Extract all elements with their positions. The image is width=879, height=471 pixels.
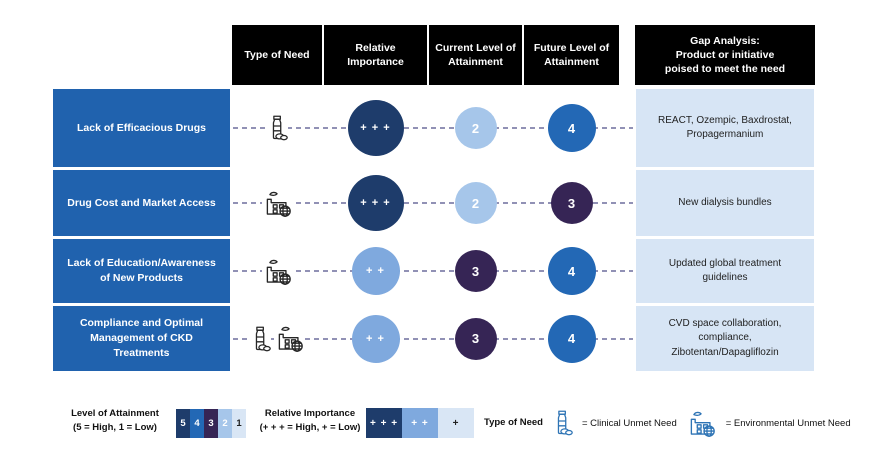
type-of-need-cell (232, 88, 322, 168)
relative-importance-circle: + + + (347, 175, 404, 231)
current-attainment-cell: 3 (429, 238, 522, 304)
row-need-label: Lack of Efficacious Drugs (52, 88, 231, 168)
column-header-current-attainment: Current Level of Attainment (429, 25, 522, 85)
importance-square-low: + (438, 408, 474, 438)
gap-analysis-cell: Updated global treatment guidelines (635, 238, 815, 304)
legend-attainment-label: Level of Attainment (5 = High, 1 = Low) (71, 408, 159, 433)
column-header-relative-importance: Relative Importance (324, 25, 427, 85)
legend-type-of-need: Type of Need = Clinical Unmet Need = Env… (484, 400, 851, 446)
relative-importance-cell: + + + (324, 169, 427, 237)
factory-globe-icon (266, 259, 291, 285)
header-label: Current Level of Attainment (435, 41, 516, 68)
current-attainment-circle: 3 (454, 317, 497, 360)
gap-analysis-cell: REACT, Ozempic, Baxdrostat, Propagermani… (635, 88, 815, 168)
scale-square-5: 5 (176, 409, 190, 438)
type-of-need-cell (232, 305, 322, 372)
row-connector-line (233, 127, 633, 129)
pill-bottle-icon (272, 115, 288, 141)
future-attainment-circle: 3 (550, 182, 593, 224)
relative-importance-circle: + + + (347, 100, 404, 156)
scale-square-1: 1 (232, 409, 246, 438)
relative-importance-cell: + + + (324, 88, 427, 168)
current-attainment-circle: 2 (454, 182, 497, 224)
current-attainment-circle: 3 (454, 250, 497, 292)
column-header-future-attainment: Future Level of Attainment (524, 25, 619, 85)
legend-importance-label: Relative Importance (+ + + = High, + = L… (259, 408, 361, 433)
current-attainment-circle: 2 (454, 107, 497, 149)
row-need-label: Compliance and Optimal Management of CKD… (52, 305, 231, 372)
factory-globe-icon (690, 411, 715, 437)
type-of-need-cell (232, 169, 322, 237)
row-need-label: Drug Cost and Market Access (52, 169, 231, 237)
scale-square-3: 3 (204, 409, 218, 438)
future-attainment-cell: 3 (524, 169, 619, 237)
relative-importance-circle: + + (351, 314, 400, 363)
legend-importance-scale: + + + + + + (366, 408, 474, 438)
relative-importance-circle: + + (351, 247, 400, 295)
scale-square-4: 4 (190, 409, 204, 438)
column-header-gap-analysis: Gap Analysis: Product or initiative pois… (635, 25, 815, 85)
future-attainment-circle: 4 (547, 314, 596, 363)
column-header-type-of-need: Type of Need (232, 25, 322, 85)
future-attainment-cell: 4 (524, 305, 619, 372)
type-of-need-cell (232, 238, 322, 304)
factory-globe-icon (278, 326, 303, 352)
future-attainment-circle: 4 (547, 104, 596, 152)
factory-globe-icon (266, 191, 291, 217)
current-attainment-cell: 3 (429, 305, 522, 372)
pill-bottle-icon (557, 410, 573, 436)
header-label: Relative Importance (347, 41, 404, 68)
header-label: Type of Need (244, 48, 310, 61)
row-connector-line (233, 337, 633, 340)
legend-attainment-scale: 5 4 3 2 1 (176, 409, 246, 438)
importance-square-high: + + + (366, 408, 402, 438)
table-row: Lack of Education/Awareness of New Produ… (0, 238, 879, 304)
current-attainment-cell: 2 (429, 169, 522, 237)
table-row: Compliance and Optimal Management of CKD… (0, 305, 879, 372)
future-attainment-circle: 4 (547, 247, 596, 295)
future-attainment-cell: 4 (524, 238, 619, 304)
header-label: Gap Analysis: Product or initiative pois… (664, 34, 786, 76)
gap-analysis-cell: CVD space collaboration, compliance, Zib… (635, 305, 815, 372)
table-row: Drug Cost and Market Access + + + 2 3 Ne… (0, 169, 879, 237)
gap-analysis-cell: New dialysis bundles (635, 169, 815, 237)
legend: Level of Attainment (5 = High, 1 = Low) … (0, 400, 879, 452)
scale-square-2: 2 (218, 409, 232, 438)
table-row: Lack of Efficacious Drugs + + + 2 4 REAC… (0, 88, 879, 168)
future-attainment-cell: 4 (524, 88, 619, 168)
current-attainment-cell: 2 (429, 88, 522, 168)
relative-importance-cell: + + (324, 238, 427, 304)
row-need-label: Lack of Education/Awareness of New Produ… (52, 238, 231, 304)
pill-bottle-icon (255, 326, 271, 351)
row-connector-line (233, 202, 633, 204)
importance-square-medium: + + (402, 408, 438, 438)
row-connector-line (233, 270, 633, 272)
header-label: Future Level of Attainment (533, 41, 610, 68)
relative-importance-cell: + + (324, 305, 427, 372)
